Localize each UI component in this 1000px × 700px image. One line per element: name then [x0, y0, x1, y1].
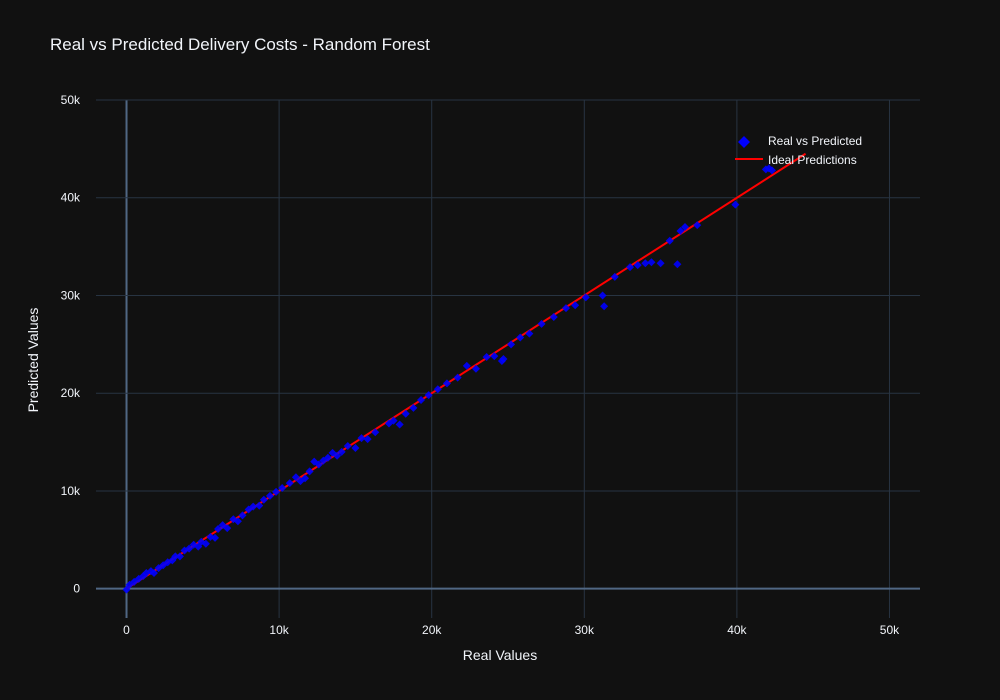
scatter-point[interactable]: [417, 396, 426, 405]
scatter-point[interactable]: [401, 409, 410, 418]
scatter-point[interactable]: [211, 533, 220, 542]
scatter-point[interactable]: [223, 524, 232, 533]
x-axis-title: Real Values: [463, 647, 537, 663]
scatter-point[interactable]: [731, 200, 740, 209]
scatter-point[interactable]: [581, 293, 590, 302]
scatter-point[interactable]: [665, 236, 674, 245]
x-tick-label: 10k: [269, 623, 289, 637]
scatter-point[interactable]: [656, 259, 665, 268]
scatter-point[interactable]: [633, 261, 642, 270]
y-tick-label: 10k: [61, 484, 81, 498]
legend-label-scatter: Real vs Predicted: [768, 134, 862, 148]
scatter-point[interactable]: [409, 403, 418, 412]
scatter-point[interactable]: [499, 355, 508, 363]
y-tick-label: 20k: [61, 386, 81, 400]
scatter-point[interactable]: [610, 272, 619, 281]
scatter-point[interactable]: [314, 460, 323, 469]
scatter-point[interactable]: [673, 260, 682, 269]
scatter-point[interactable]: [249, 502, 258, 511]
scatter-point[interactable]: [255, 501, 264, 510]
scatter-point[interactable]: [433, 385, 442, 394]
scatter-point[interactable]: [149, 569, 158, 578]
scatter-point[interactable]: [647, 258, 656, 267]
scatter-point[interactable]: [351, 443, 360, 452]
scatter-point[interactable]: [305, 467, 314, 476]
scatter-point[interactable]: [767, 166, 776, 175]
scatter-point[interactable]: [600, 302, 609, 311]
scatter-point[interactable]: [693, 221, 702, 230]
scatter-point[interactable]: [395, 420, 404, 429]
scatter-point[interactable]: [424, 391, 433, 400]
scatter-point[interactable]: [681, 223, 690, 232]
scatter-point[interactable]: [185, 544, 194, 553]
scatter-point[interactable]: [453, 373, 462, 382]
scatter-point[interactable]: [285, 479, 294, 488]
scatter-point[interactable]: [301, 474, 310, 483]
scatter-point[interactable]: [171, 552, 180, 561]
x-tick-label: 50k: [880, 623, 900, 637]
scatter-point[interactable]: [371, 428, 380, 437]
scatter-point[interactable]: [357, 434, 366, 443]
y-tick-label: 40k: [61, 191, 81, 205]
scatter-point[interactable]: [272, 487, 281, 496]
scatter-point[interactable]: [201, 539, 210, 548]
legend-marker-scatter: [738, 136, 750, 148]
x-tick-label: 30k: [575, 623, 595, 637]
scatter-point[interactable]: [278, 484, 287, 493]
scatter-point[interactable]: [641, 259, 650, 268]
scatter-point[interactable]: [175, 552, 184, 561]
y-tick-label: 30k: [61, 288, 81, 302]
scatter-point[interactable]: [537, 319, 546, 328]
y-tick-label: 50k: [61, 93, 81, 107]
scatter-point[interactable]: [462, 361, 471, 370]
y-tick-label: 0: [73, 582, 80, 596]
y-axis-title: Predicted Values: [25, 308, 41, 413]
scatter-point[interactable]: [291, 473, 300, 482]
x-tick-label: 20k: [422, 623, 442, 637]
scatter-point[interactable]: [337, 447, 346, 456]
scatter-point[interactable]: [122, 585, 131, 594]
scatter-point[interactable]: [571, 301, 580, 310]
scatter-point[interactable]: [363, 435, 372, 444]
legend-label-ideal: Ideal Predictions: [768, 153, 857, 167]
x-tick-label: 0: [123, 623, 130, 637]
scatter-point[interactable]: [323, 453, 332, 462]
scatter-point[interactable]: [549, 312, 558, 321]
scatter-point[interactable]: [238, 511, 247, 520]
scatter-point[interactable]: [626, 263, 635, 272]
scatter-point[interactable]: [442, 379, 451, 388]
scatter-points-layer: [122, 164, 776, 594]
scatter-point[interactable]: [598, 291, 607, 300]
scatter-point[interactable]: [333, 451, 342, 460]
legend[interactable]: Real vs Predicted Ideal Predictions: [735, 134, 862, 167]
scatter-point[interactable]: [676, 226, 685, 235]
scatter-point[interactable]: [259, 495, 268, 504]
scatter-point[interactable]: [471, 364, 480, 373]
axes: 0 10k 20k 30k 40k 50k 0 10k 20k 30k 40k 50k: [61, 93, 901, 637]
scatter-point[interactable]: [516, 333, 525, 342]
scatter-point[interactable]: [507, 340, 516, 349]
chart-title: Real vs Predicted Delivery Costs - Rando…: [50, 35, 430, 54]
scatter-point[interactable]: [482, 353, 491, 362]
scatter-point[interactable]: [389, 416, 398, 425]
scatter-point[interactable]: [214, 525, 223, 534]
grid: [96, 99, 920, 618]
x-tick-label: 40k: [727, 623, 747, 637]
scatter-point[interactable]: [233, 517, 242, 526]
scatter-point[interactable]: [490, 352, 499, 361]
scatter-point[interactable]: [265, 491, 274, 500]
scatter-point[interactable]: [561, 304, 570, 313]
scatter-point[interactable]: [525, 329, 534, 338]
scatter-point[interactable]: [343, 441, 352, 450]
